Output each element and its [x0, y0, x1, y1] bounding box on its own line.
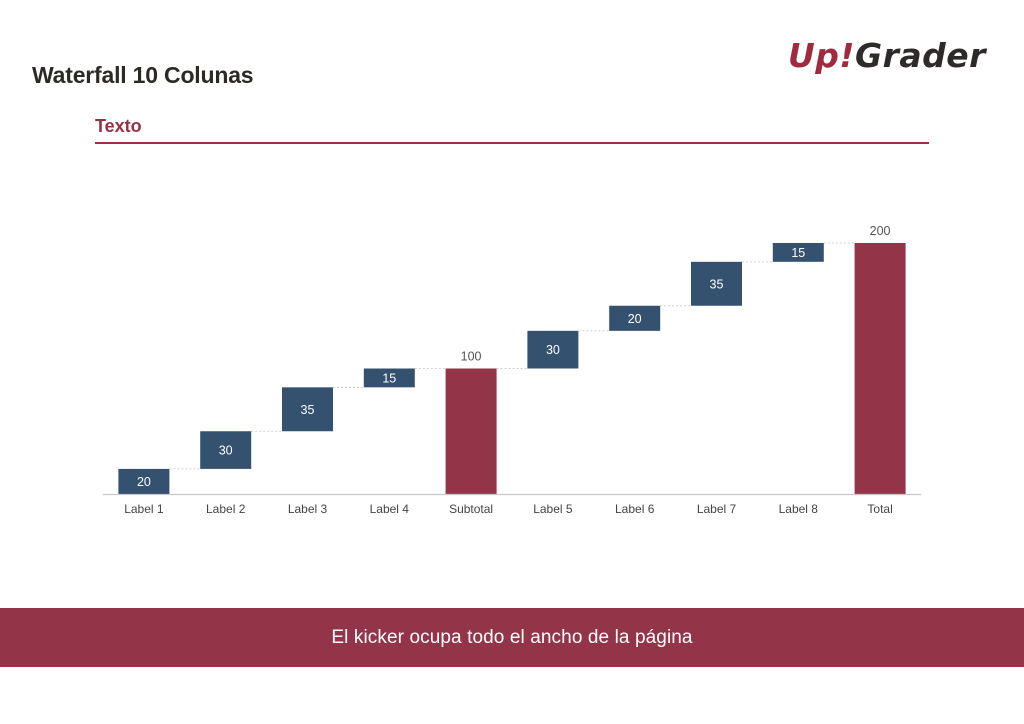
- data-label: 100: [461, 350, 482, 364]
- increment-bar: [200, 431, 252, 469]
- total-bar: [445, 368, 497, 494]
- data-label: 30: [546, 343, 560, 357]
- category-tick-label: Label 6: [615, 502, 655, 516]
- data-label: 15: [382, 371, 396, 385]
- category-tick-label: Total: [867, 502, 892, 516]
- increment-bar: [691, 261, 742, 306]
- increment-bar: [772, 243, 824, 262]
- kicker-text: El kicker ocupa todo el ancho de la pági…: [331, 626, 693, 648]
- data-label: 35: [710, 277, 724, 291]
- page-title: Waterfall 10 Colunas: [32, 62, 254, 88]
- data-label: 30: [219, 444, 233, 458]
- kicker-banner: El kicker ocupa todo el ancho de la pági…: [0, 608, 1024, 667]
- data-label: 35: [301, 403, 315, 417]
- increment-bar: [609, 305, 661, 331]
- category-tick-label: Label 3: [288, 502, 328, 516]
- section-subtitle: Texto: [95, 116, 142, 136]
- data-label: 20: [628, 312, 642, 326]
- category-tick-label: Label 5: [533, 502, 573, 516]
- category-tick-label: Label 4: [370, 502, 410, 516]
- subtitle-divider: [95, 142, 929, 144]
- upgrader-logo: Up!Grader: [788, 36, 986, 75]
- logo-up-text: Up: [788, 36, 840, 75]
- total-bar: [854, 243, 906, 494]
- category-tick-label: Label 8: [779, 502, 819, 516]
- increment-bar: [118, 468, 170, 494]
- logo-exclamation: !: [839, 36, 855, 75]
- data-label: 200: [870, 224, 891, 238]
- category-tick-label: Label 1: [124, 502, 164, 516]
- category-tick-label: Label 2: [206, 502, 246, 516]
- category-tick-label: Subtotal: [449, 502, 493, 516]
- data-label: 20: [137, 475, 151, 489]
- data-label: 15: [791, 246, 805, 260]
- logo-grader-text: Grader: [854, 36, 986, 75]
- increment-bar: [527, 330, 579, 369]
- category-tick-label: Label 7: [697, 502, 737, 516]
- increment-bar: [282, 387, 333, 432]
- increment-bar: [363, 368, 415, 388]
